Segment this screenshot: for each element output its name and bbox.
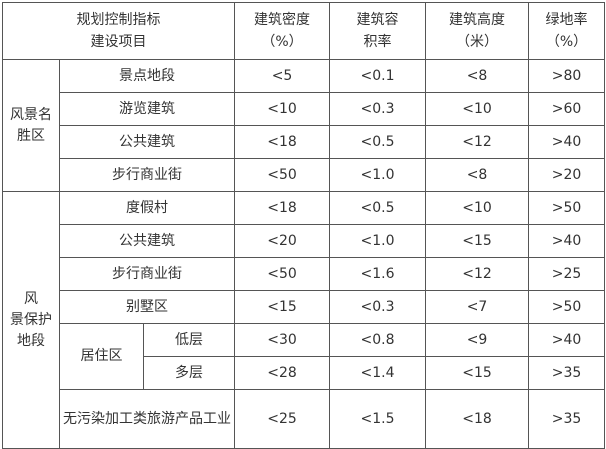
row-label: 公共建筑 (58, 224, 236, 258)
value-cell: >40 (528, 323, 606, 357)
value-cell: >80 (528, 59, 606, 93)
value-cell: >40 (528, 125, 606, 159)
value-cell: <50 (234, 257, 331, 291)
row-label: 别墅区 (58, 290, 236, 324)
value-cell: <0.5 (329, 125, 427, 159)
value-cell: <10 (425, 191, 530, 225)
row-label: 度假村 (58, 191, 236, 225)
value-cell: <1.5 (329, 389, 427, 449)
row-label: 公共建筑 (58, 125, 236, 159)
row-label: 低层 (142, 323, 236, 357)
header-row: 规划控制指标 建设项目 建筑密度 （%） 建筑容 积率 建筑高度 （米） 绿地率… (1, 2, 606, 60)
value-cell: <1.4 (329, 356, 427, 390)
value-cell: <10 (234, 92, 331, 126)
subgroup-label-residential: 居住区 (59, 323, 144, 390)
value-cell: >50 (528, 191, 606, 225)
value-cell: <5 (234, 59, 331, 93)
header-floor-area-ratio: 建筑容 积率 (329, 2, 427, 60)
value-cell: <1.6 (329, 257, 427, 291)
value-cell: <0.3 (329, 290, 427, 324)
value-cell: <18 (425, 389, 530, 449)
table-row: 游览建筑 <10 <0.3 <10 >60 (3, 92, 606, 126)
value-cell: >35 (528, 389, 606, 449)
value-cell: <0.5 (329, 191, 427, 225)
value-cell: <0.8 (329, 323, 427, 357)
row-label: 步行商业街 (58, 257, 236, 291)
value-cell: >60 (528, 92, 606, 126)
table-row: 别墅区 <15 <0.3 <7 >50 (3, 290, 606, 324)
table-row: 步行商业街 <50 <1.6 <12 >25 (3, 257, 606, 291)
value-cell: >35 (528, 356, 606, 390)
table-row: 步行商业街 <50 <1.0 <8 >20 (3, 158, 606, 192)
table-row: 居住区 低层 <30 <0.8 <9 >40 (3, 323, 606, 390)
value-cell: <25 (234, 389, 331, 449)
header-corner-cell: 规划控制指标 建设项目 (1, 2, 236, 60)
value-cell: <30 (234, 323, 331, 357)
table-row: 风景名 胜区 景点地段 <5 <0.1 <8 >80 (2, 59, 606, 192)
value-cell: <15 (425, 356, 530, 390)
value-cell: <8 (425, 59, 530, 93)
value-cell: <12 (425, 125, 530, 159)
value-cell: <1.0 (329, 224, 427, 258)
value-cell: <20 (234, 224, 331, 258)
row-label: 游览建筑 (58, 92, 236, 126)
row-label: 多层 (142, 356, 236, 390)
group-label-scenic-protection-zone: 风 景保护 地段 (2, 191, 60, 449)
row-label: 无污染加工类旅游产品工业 (58, 389, 236, 449)
value-cell: <50 (234, 158, 331, 192)
value-cell: <0.3 (329, 92, 427, 126)
table-row: 多层 <28 <1.4 <15 >35 (3, 356, 606, 390)
value-cell: <18 (234, 125, 331, 159)
value-cell: <15 (425, 224, 530, 258)
table-row: 公共建筑 <18 <0.5 <12 >40 (3, 125, 606, 159)
value-cell: >20 (528, 158, 606, 192)
header-building-density: 建筑密度 （%） (234, 2, 331, 60)
table-row: 公共建筑 <20 <1.0 <15 >40 (3, 224, 606, 258)
value-cell: <8 (425, 158, 530, 192)
value-cell: <7 (425, 290, 530, 324)
value-cell: <9 (425, 323, 530, 357)
header-green-ratio: 绿地率 （%） (528, 2, 606, 60)
value-cell: <0.1 (329, 59, 427, 93)
table-row: 风 景保护 地段 度假村 <18 <0.5 <10 >50 (2, 191, 606, 449)
value-cell: <28 (234, 356, 331, 390)
value-cell: <10 (425, 92, 530, 126)
value-cell: <15 (234, 290, 331, 324)
value-cell: >25 (528, 257, 606, 291)
value-cell: <18 (234, 191, 331, 225)
table-row: 无污染加工类旅游产品工业 <25 <1.5 <18 >35 (3, 389, 606, 449)
row-label: 步行商业街 (58, 158, 236, 192)
value-cell: >40 (528, 224, 606, 258)
value-cell: <1.0 (329, 158, 427, 192)
value-cell: >50 (528, 290, 606, 324)
value-cell: <12 (425, 257, 530, 291)
row-label: 景点地段 (58, 59, 236, 93)
group-label-scenic-area: 风景名 胜区 (2, 59, 60, 192)
header-building-height: 建筑高度 （米） (425, 2, 530, 60)
